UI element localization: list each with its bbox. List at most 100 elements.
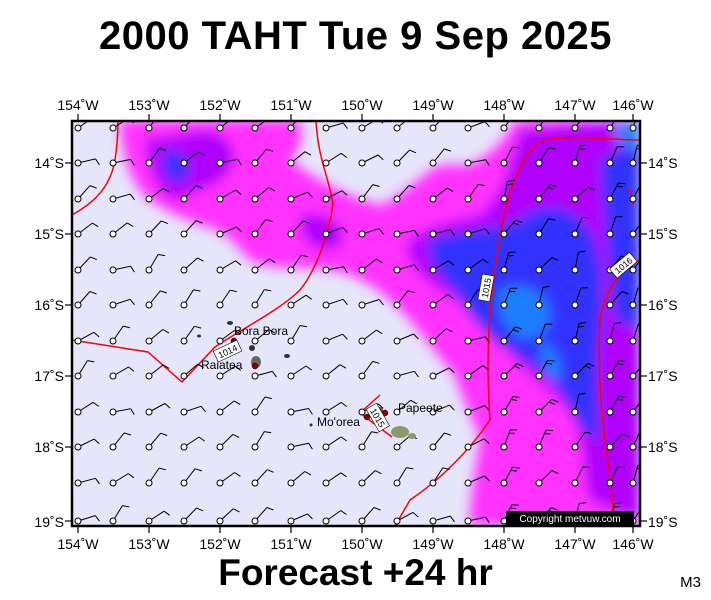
wind-barb-feather bbox=[485, 516, 490, 524]
wind-barb-feather bbox=[413, 371, 419, 378]
wind-barb-feather bbox=[162, 364, 170, 369]
wind-barb-station bbox=[145, 337, 153, 345]
wind-barb-feather bbox=[512, 146, 520, 149]
wind-barb-feather bbox=[266, 148, 274, 152]
wind-barb-feather bbox=[237, 158, 242, 166]
lon-labels-bottom: 154˚W 153˚W 152˚W 151˚W 150˚W 149˚W 148˚… bbox=[57, 536, 654, 552]
wind-barb-station bbox=[535, 479, 543, 487]
wind-barb-station bbox=[74, 517, 82, 525]
lon-label: 152˚W bbox=[199, 97, 241, 113]
wind-barb-station bbox=[251, 230, 259, 238]
wind-barb-station bbox=[535, 159, 543, 167]
wind-barb-feather bbox=[130, 408, 135, 415]
wind-barb-station bbox=[287, 408, 295, 416]
wind-barb-feather bbox=[406, 467, 414, 470]
wind-barb-station bbox=[571, 443, 579, 451]
wind-barb-feather bbox=[161, 220, 168, 225]
wind-barb-feather bbox=[87, 360, 95, 363]
wind-barb-feather bbox=[643, 365, 649, 367]
wind-barb-feather bbox=[548, 401, 555, 405]
wind-barb-feather bbox=[158, 467, 167, 471]
wind-barb-feather bbox=[485, 159, 490, 166]
lat-label: 17˚S bbox=[648, 368, 678, 384]
lon-labels-top: 154˚W 153˚W 152˚W 151˚W 150˚W 149˚W 148˚… bbox=[57, 97, 654, 113]
wind-barb-feather bbox=[160, 113, 167, 115]
wind-barb-station bbox=[109, 408, 117, 416]
wind-barb-station bbox=[358, 372, 366, 380]
wind-barb-feather bbox=[511, 504, 519, 506]
wind-barb-feather bbox=[377, 403, 384, 409]
wind-barb-station bbox=[180, 124, 188, 132]
wind-barb-feather bbox=[90, 256, 97, 261]
wind-barb-feather bbox=[92, 401, 100, 407]
wind-barb-station bbox=[216, 266, 224, 274]
wind-barb-station bbox=[74, 443, 82, 451]
lon-label: 148˚W bbox=[483, 536, 525, 552]
wind-barb-layer bbox=[74, 113, 649, 525]
wind-barb-station bbox=[629, 124, 637, 132]
wind-barb-station bbox=[429, 517, 437, 525]
wind-barb-station bbox=[216, 301, 224, 309]
wind-barb-station bbox=[322, 230, 330, 238]
wind-barb-station bbox=[500, 195, 508, 203]
wind-barb-feather bbox=[551, 398, 559, 403]
wind-barb-station bbox=[629, 230, 637, 238]
wind-barb-feather bbox=[511, 399, 518, 401]
lon-label: 151˚W bbox=[270, 97, 312, 113]
isobar-label-1015: 1015 bbox=[477, 273, 495, 303]
wind-barb-feather bbox=[158, 254, 166, 257]
wind-barb-feather bbox=[444, 432, 452, 436]
lat-labels-left: 14˚S 15˚S 16˚S 17˚S 18˚S 19˚S bbox=[34, 155, 64, 530]
wind-barb-station bbox=[180, 517, 188, 525]
wind-barb-feather bbox=[579, 322, 587, 324]
wind-barb-feather bbox=[617, 363, 624, 365]
wind-barb-feather bbox=[233, 400, 241, 406]
wind-barb-feather bbox=[578, 392, 586, 395]
wind-barb-feather bbox=[550, 507, 558, 511]
lat-label: 19˚S bbox=[648, 514, 678, 530]
wind-barb-feather bbox=[300, 325, 308, 328]
wind-barb-station bbox=[571, 479, 579, 487]
wind-barb-station bbox=[145, 266, 153, 274]
place-label-raiatea: Raiatea bbox=[201, 358, 243, 372]
wind-barb-feather bbox=[268, 258, 276, 264]
wind-barb-station bbox=[145, 195, 153, 203]
wind-barb-station bbox=[74, 408, 82, 416]
wind-barb-station bbox=[464, 408, 472, 416]
wind-barb-feather bbox=[410, 399, 418, 405]
wind-barb-station bbox=[109, 517, 117, 525]
wind-barb-station bbox=[216, 443, 224, 451]
wind-barb-station bbox=[393, 124, 401, 132]
wind-barb-feather bbox=[506, 183, 513, 186]
wind-barb-feather bbox=[308, 442, 313, 450]
wind-barb-feather bbox=[484, 405, 490, 412]
lon-label: 153˚W bbox=[128, 97, 170, 113]
wind-barb-feather bbox=[264, 396, 272, 400]
wind-barb-station bbox=[251, 266, 259, 274]
wind-barb-station bbox=[535, 195, 543, 203]
wind-barb-station bbox=[145, 372, 153, 380]
wind-barb-feather bbox=[482, 258, 489, 264]
wind-barb-station bbox=[109, 159, 117, 167]
wind-barb-station bbox=[571, 159, 579, 167]
wind-barb-feather bbox=[515, 326, 523, 330]
place-label-papeete: Papeete bbox=[398, 401, 443, 415]
wind-barb-station bbox=[464, 372, 472, 380]
wind-barb-feather bbox=[642, 258, 648, 260]
wind-barb-feather bbox=[414, 230, 419, 237]
precipitation-layer bbox=[120, 121, 640, 526]
wind-barb-station bbox=[606, 372, 614, 380]
wind-barb-feather bbox=[130, 265, 135, 273]
wind-barb-station bbox=[500, 266, 508, 274]
wind-barb-feather bbox=[378, 299, 384, 306]
wind-barb-feather bbox=[377, 154, 384, 161]
wind-barb-feather bbox=[513, 222, 520, 226]
copyright-box bbox=[506, 511, 634, 525]
wind-barb-feather bbox=[95, 158, 100, 166]
wind-barb-feather bbox=[129, 298, 135, 306]
wind-barb-station bbox=[429, 408, 437, 416]
wind-barb-feather bbox=[641, 509, 647, 510]
wind-barb-station bbox=[429, 443, 437, 451]
wind-barb-feather bbox=[548, 218, 556, 221]
